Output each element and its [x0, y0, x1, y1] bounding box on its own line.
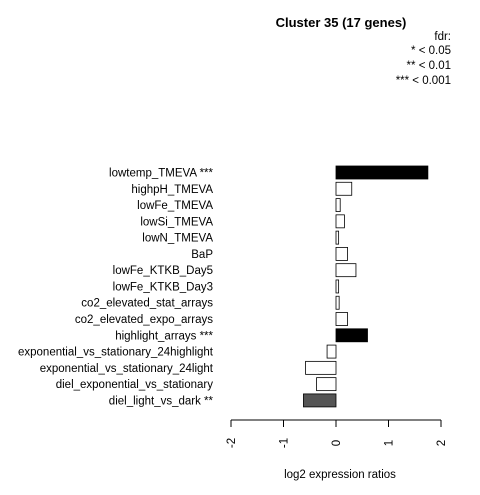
bar-1 [335, 181, 353, 196]
x-tick-label-1: -1 [279, 438, 291, 448]
category-label-13: diel_exponential_vs_stationary [56, 379, 214, 391]
category-label-3: lowSi_TMEVA [140, 216, 213, 228]
bar-2 [335, 198, 341, 212]
bar-13 [316, 377, 337, 392]
bar-4 [335, 230, 340, 245]
category-label-6: lowFe_KTKB_Day5 [113, 265, 213, 277]
bar-6 [335, 263, 357, 278]
category-label-9: co2_elevated_expo_arrays [75, 314, 213, 326]
bar-0 [335, 165, 429, 180]
x-tick-label-0: -2 [226, 438, 238, 448]
category-label-11: exponential_vs_stationary_24highlight [18, 347, 214, 359]
bar-11 [326, 344, 337, 359]
category-label-1: highpH_TMEVA [131, 184, 213, 196]
category-label-8: co2_elevated_stat_arrays [81, 298, 213, 310]
bar-12 [305, 360, 337, 375]
bar-7 [335, 279, 340, 294]
category-label-5: BaP [191, 249, 213, 261]
legend-title: fdr: [434, 31, 451, 43]
x-axis: -2 -1 0 1 2 [226, 419, 448, 448]
category-labels: lowtemp_TMEVA *** highpH_TMEVA lowFe_TMEVA… [18, 168, 214, 408]
chart-title: Cluster 35 (17 genes) [276, 15, 407, 30]
bars [303, 165, 429, 408]
category-label-4: lowN_TMEVA [142, 233, 213, 245]
category-label-14: diel_light_vs_dark ** [109, 395, 214, 407]
bar-9 [335, 312, 348, 326]
legend-entry-p05: * < 0.05 [411, 45, 451, 57]
legend-entry-p001: *** < 0.001 [396, 75, 451, 87]
category-label-0: lowtemp_TMEVA *** [109, 168, 213, 180]
category-label-10: highlight_arrays *** [115, 330, 213, 342]
category-label-12: exponential_vs_stationary_24light [40, 363, 214, 375]
category-label-7: lowFe_KTKB_Day3 [113, 281, 213, 293]
bar-5 [335, 246, 348, 261]
x-tick-label-4: 2 [436, 440, 448, 446]
category-label-2: lowFe_TMEVA [137, 200, 213, 212]
bar-8 [335, 295, 340, 310]
legend-entry-p01: ** < 0.01 [407, 60, 451, 72]
bar-14 [303, 393, 337, 408]
bar-10 [335, 328, 368, 343]
legend: fdr: * < 0.05 ** < 0.01 *** < 0.001 [396, 31, 451, 87]
x-tick-label-3: 1 [384, 440, 396, 446]
x-tick-label-2: 0 [331, 440, 343, 446]
bar-3 [335, 214, 345, 229]
x-axis-label: log2 expression ratios [284, 469, 396, 481]
